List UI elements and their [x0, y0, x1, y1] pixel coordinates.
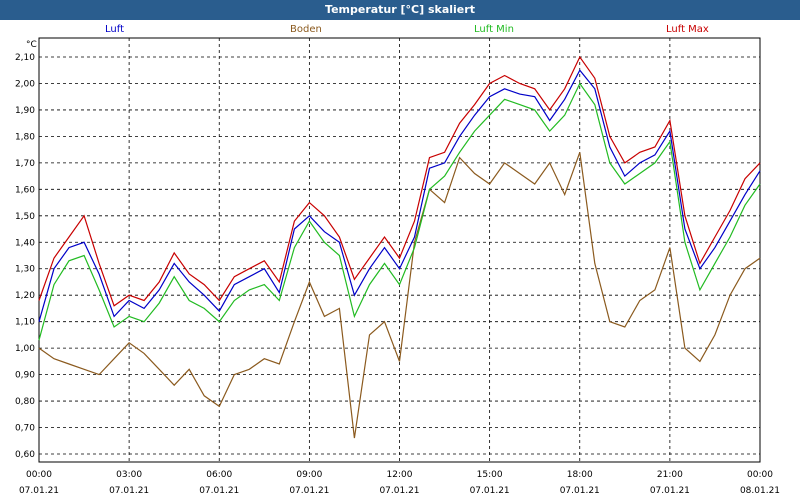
x-tick-date: 07.01.21	[109, 486, 149, 496]
series-line-luft-min	[38, 82, 761, 341]
x-tick-date: 07.01.21	[470, 486, 510, 496]
y-tick-label: 0,80	[15, 397, 35, 407]
y-tick-label: 0,70	[15, 424, 35, 434]
x-tick-date: 07.01.21	[19, 486, 59, 496]
y-tick-label: 1,90	[15, 106, 35, 116]
series-line-boden	[38, 152, 761, 439]
x-tick-date: 07.01.21	[560, 486, 600, 496]
x-tick-date: 07.01.21	[199, 486, 239, 496]
x-tick-time: 18:00	[567, 470, 593, 480]
y-tick-label: 1,70	[15, 159, 35, 169]
x-axis-ticks: 00:00 07.01.21 03:00 07.01.21 06:00 07.01.21 0…	[19, 470, 780, 496]
y-tick-label: 0,90	[15, 371, 35, 381]
legend-boden: Boden	[290, 24, 322, 35]
y-tick-label: 0,60	[15, 450, 35, 460]
x-tick-time: 06:00	[206, 470, 232, 480]
y-tick-label: 2,00	[15, 79, 35, 89]
legend-luft-min: Luft Min	[474, 24, 514, 35]
chart-title-bar: Temperatur [°C] skaliert	[0, 0, 800, 20]
series-line-luft-max	[38, 55, 761, 307]
y-tick-label: 1,50	[15, 212, 35, 222]
x-tick-date: 07.01.21	[289, 486, 329, 496]
x-tick-time: 15:00	[477, 470, 503, 480]
x-tick-date: 07.01.21	[650, 486, 690, 496]
x-tick-time: 12:00	[387, 470, 413, 480]
y-tick-label: 1,80	[15, 132, 35, 142]
x-tick-time: 09:00	[296, 470, 322, 480]
x-tick-date: 07.01.21	[379, 486, 419, 496]
series-line-luft	[38, 69, 761, 322]
y-tick-label: 1,10	[15, 318, 35, 328]
chart-area: 0,60 0,70 0,80 0,90 1,00 1,10 1,20 1,30 1,40 1,50…	[15, 37, 780, 496]
x-tick-date: 08.01.21	[740, 486, 780, 496]
legend-luft-max: Luft Max	[666, 24, 709, 35]
y-axis-ticks: 0,60 0,70 0,80 0,90 1,00 1,10 1,20 1,30 1,40 1,50…	[15, 53, 35, 460]
x-tick-time: 00:00	[26, 470, 52, 480]
y-tick-label: 1,30	[15, 265, 35, 275]
x-tick-time: 00:00	[747, 470, 773, 480]
y-tick-label: 1,60	[15, 185, 35, 195]
grid-lines	[39, 38, 760, 462]
y-tick-label: 1,20	[15, 291, 35, 301]
x-tick-time: 03:00	[116, 470, 142, 480]
x-tick-time: 21:00	[657, 470, 683, 480]
y-tick-label: 1,00	[15, 344, 35, 354]
chart-title: Temperatur [°C] skaliert	[325, 3, 475, 16]
series-lines	[38, 55, 761, 439]
y-tick-label: 1,40	[15, 238, 35, 248]
y-axis-unit: °C	[26, 40, 37, 50]
legend-luft: Luft	[105, 24, 124, 35]
y-tick-label: 2,10	[15, 53, 35, 63]
